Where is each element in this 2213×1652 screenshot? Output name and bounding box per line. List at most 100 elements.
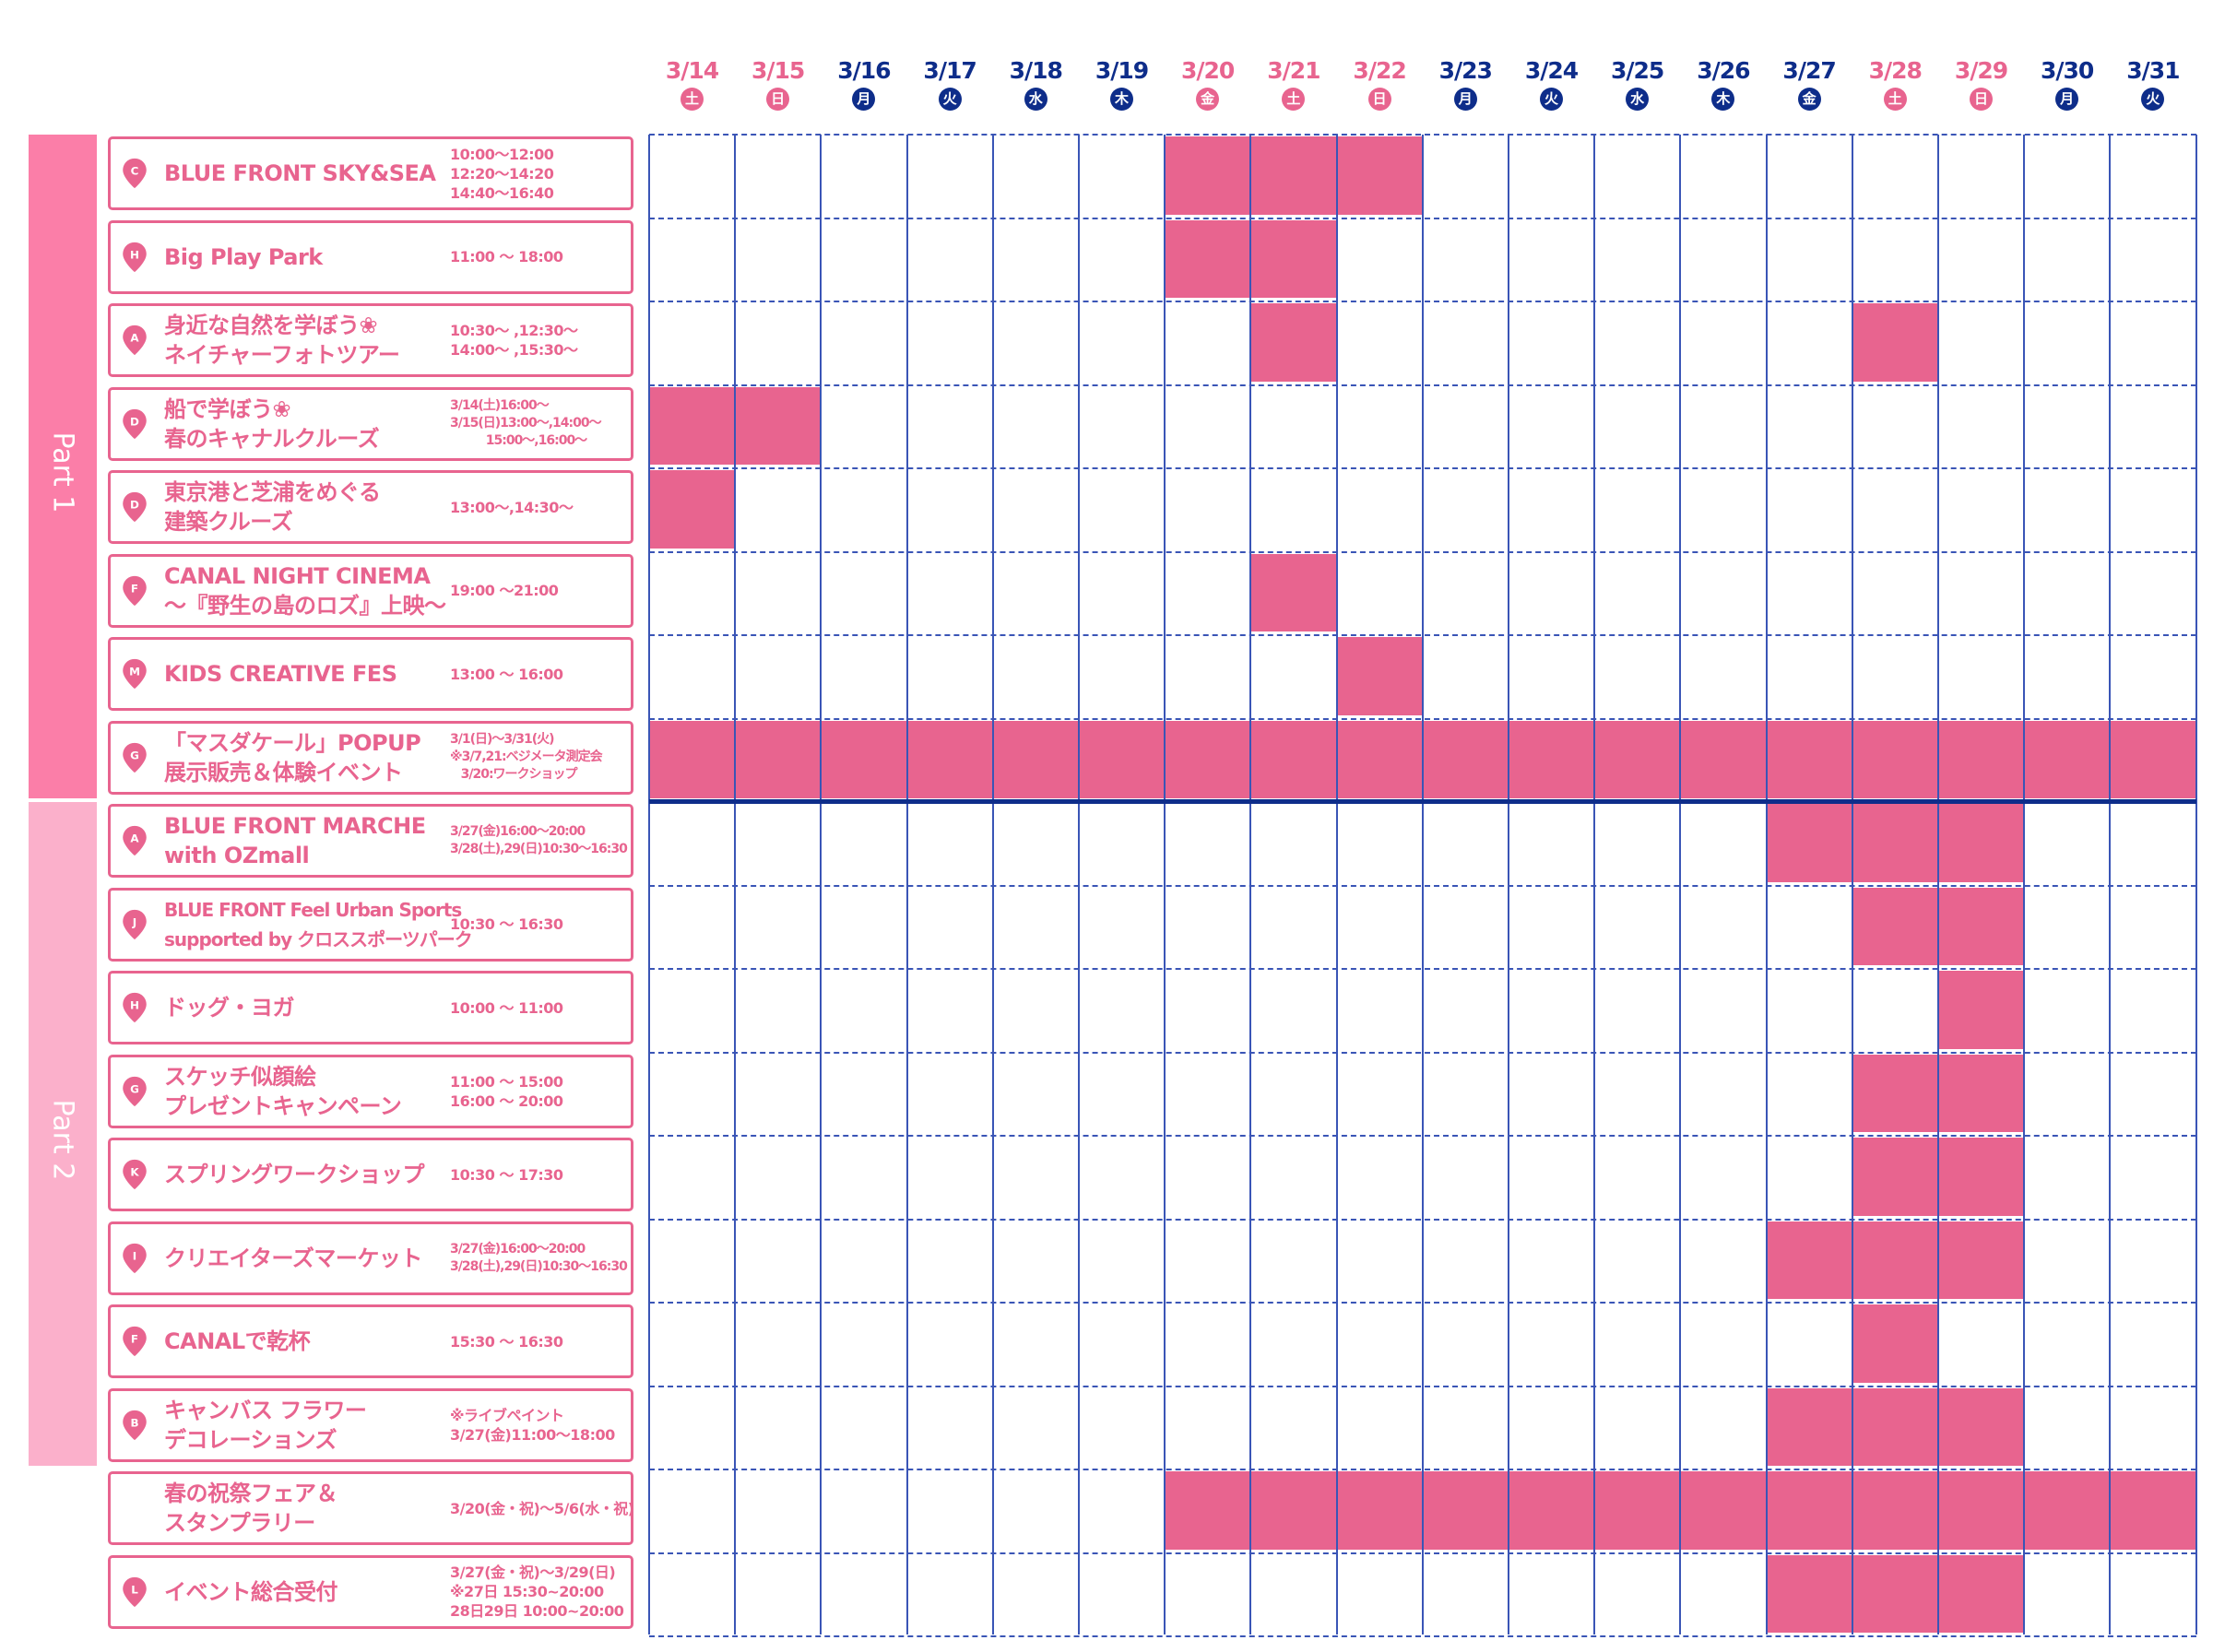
date-header: 3/23 月: [1423, 57, 1509, 111]
event-time: 19:00 〜21:00: [450, 582, 559, 599]
schedule-cell-filled: [1766, 720, 1852, 798]
event-time: 10:30〜 ,12:30〜 14:00〜 ,15:30〜: [450, 322, 578, 359]
event-name: クリエイターズマーケット: [164, 1224, 459, 1292]
event-label-box[interactable]: G 「マスダケール」POPUP 展示販売＆体験イベント 3/1(日)〜3/31(火) …: [108, 720, 633, 795]
event-name: KIDS CREATIVE FES: [164, 640, 459, 708]
event-name: BLUE FRONT MARCHE with OZmall: [164, 807, 459, 875]
map-pin-icon: M: [123, 658, 147, 690]
schedule-cell-filled: [1165, 1471, 1251, 1550]
part-label: Part 1: [46, 431, 79, 513]
event-time: 3/27(金)16:00〜20:00 3/28(土),29(日)10:30〜16…: [450, 824, 628, 856]
event-label-box[interactable]: B キャンバス フラワー デコレーションズ ※ライブペイント 3/27(金)11:00…: [108, 1387, 633, 1462]
event-time: 15:30 〜 16:30: [450, 1332, 563, 1351]
date-header: 3/19 木: [1079, 57, 1165, 111]
schedule-cell-filled: [1165, 720, 1251, 798]
event-label-box[interactable]: C BLUE FRONT SKY&SEA 10:00〜12:00 12:20〜14:…: [108, 136, 633, 210]
date-header: 3/14 土: [649, 57, 735, 111]
event-name-line: 春のキャナルクルーズ: [164, 425, 380, 452]
schedule-cell-filled: [1509, 1471, 1595, 1550]
weekday-badge: 水: [1024, 88, 1047, 111]
schedule-cell-filled: [1594, 720, 1681, 798]
event-name-line: supported by クロススポーツパーク: [164, 927, 473, 950]
schedule-cell-filled: [2110, 720, 2196, 798]
schedule-cell-filled: [1250, 219, 1337, 298]
grid-line-horizontal: [649, 1302, 2196, 1304]
schedule-cell-filled: [1852, 1221, 1938, 1299]
event-name-line: CANAL NIGHT CINEMA: [164, 562, 431, 589]
schedule-cell-filled: [1250, 720, 1337, 798]
schedule-cell-filled: [1938, 804, 2025, 882]
weekday-badge: 土: [1883, 88, 1907, 111]
event-time: 10:30 〜 17:30: [450, 1165, 563, 1184]
grid-line-horizontal: [649, 1051, 2196, 1054]
date-header: 3/20 金: [1165, 57, 1250, 111]
schedule-cell-filled: [1766, 804, 1852, 882]
event-label-box[interactable]: D 船で学ぼう❀ 春のキャナルクルーズ 3/14(土)16:00〜 3/15(日)13…: [108, 386, 633, 461]
grid-line-horizontal: [649, 634, 2196, 636]
date-header: 3/18 水: [993, 57, 1079, 111]
event-label-box[interactable]: F CANAL NIGHT CINEMA 〜『野生の島のロズ』上映〜 19:00 〜2…: [108, 553, 633, 628]
event-label-box[interactable]: D 東京港と芝浦をめぐる 建築クルーズ 13:00〜,14:30〜: [108, 470, 633, 544]
schedule-cell-filled: [1594, 1471, 1681, 1550]
schedule-cell-filled: [1336, 720, 1423, 798]
schedule-cell-filled: [1938, 1221, 2025, 1299]
schedule-cell-filled: [735, 720, 822, 798]
pin-letter: K: [130, 1165, 139, 1178]
event-label-box[interactable]: H ドッグ・ヨガ 10:00 〜 11:00: [108, 971, 633, 1044]
grid-line-horizontal: [649, 1469, 2196, 1470]
date-label: 3/26: [1697, 57, 1750, 84]
event-label-box[interactable]: H Big Play Park 11:00 〜 18:00: [108, 219, 633, 294]
grid-line-horizontal: [649, 968, 2196, 970]
weekday-badge: 月: [852, 88, 876, 111]
event-name: スプリングワークショップ: [164, 1140, 459, 1209]
event-label-box[interactable]: K スプリングワークショップ 10:30 〜 17:30: [108, 1138, 633, 1211]
weekday-badge: 土: [1282, 88, 1306, 111]
date-label: 3/30: [2041, 57, 2094, 84]
event-name-line: スタンプラリー: [164, 1510, 315, 1536]
schedule-cell-filled: [1336, 1471, 1423, 1550]
event-label-box[interactable]: I クリエイターズマーケット 3/27(金)16:00〜20:00 3/28(土),…: [108, 1221, 633, 1295]
schedule-cell-filled: [1250, 1471, 1337, 1550]
date-label: 3/31: [2126, 57, 2180, 84]
grid-line-horizontal: [649, 1552, 2196, 1554]
event-name: BLUE FRONT SKY&SEA: [164, 139, 459, 207]
date-label: 3/19: [1095, 57, 1149, 84]
pin-letter: M: [129, 665, 140, 678]
event-name: BLUE FRONT Feel Urban Sports supported by…: [164, 891, 473, 959]
part-label: Part 2: [46, 1099, 79, 1181]
schedule-cell-filled: [1938, 720, 2025, 798]
event-label-box[interactable]: M KIDS CREATIVE FES 13:00 〜 16:00: [108, 637, 633, 711]
pin-letter: J: [132, 915, 136, 928]
date-header: 3/16 月: [821, 57, 906, 111]
weekday-badge: 日: [766, 88, 790, 111]
event-label-box[interactable]: 春の祝祭フェア＆ スタンプラリー 3/20(金・祝)〜5/6(水・祝): [108, 1471, 634, 1545]
grid-line-horizontal: [649, 301, 2196, 302]
event-name: キャンバス フラワー デコレーションズ: [164, 1391, 459, 1459]
event-name-line: BLUE FRONT SKY&SEA: [164, 160, 436, 186]
event-label-box[interactable]: F CANALで乾杯 15:30 〜 16:30: [108, 1304, 633, 1378]
event-label-box[interactable]: A BLUE FRONT MARCHE with OZmall 3/27(金)16:0…: [108, 804, 633, 878]
event-label-box[interactable]: G スケッチ似顔絵 プレゼントキャンペーン 11:00 〜 15:00 16:00 〜…: [108, 1054, 633, 1128]
schedule-cell-filled: [1422, 1471, 1509, 1550]
date-label: 3/25: [1611, 57, 1664, 84]
schedule-cell-filled: [1079, 720, 1166, 798]
pin-letter: A: [130, 832, 139, 844]
event-label-box[interactable]: J BLUE FRONT Feel Urban Sports supported b…: [108, 887, 633, 962]
part-band-2: Part 2: [29, 802, 97, 1466]
event-label-box[interactable]: L イベント総合受付 3/27(金・祝)〜3/29(日) ※27日 15:30~20…: [108, 1554, 633, 1629]
event-name-line: 〜『野生の島のロズ』上映〜: [164, 592, 446, 619]
date-label: 3/15: [751, 57, 805, 84]
date-header: 3/27 金: [1767, 57, 1852, 111]
event-name-line: CANALで乾杯: [164, 1328, 311, 1354]
weekday-badge: 水: [1626, 88, 1650, 111]
schedule-cell-filled: [1766, 1387, 1852, 1466]
event-name-line: 建築クルーズ: [164, 509, 293, 535]
schedule-cell-filled: [1852, 1554, 1938, 1633]
event-label-box[interactable]: A 身近な自然を学ぼう❀ ネイチャーフォトツアー 10:30〜 ,12:30〜 14:…: [108, 303, 633, 377]
event-name-line: スケッチ似顔絵: [164, 1063, 316, 1090]
event-time: ※ライブペイント 3/27(金)11:00〜18:00: [450, 1406, 615, 1444]
map-pin-icon: K: [123, 1159, 147, 1190]
weekday-badge: 金: [1196, 88, 1220, 111]
event-name-line: BLUE FRONT Feel Urban Sports: [164, 898, 462, 921]
date-label: 3/22: [1353, 57, 1406, 84]
